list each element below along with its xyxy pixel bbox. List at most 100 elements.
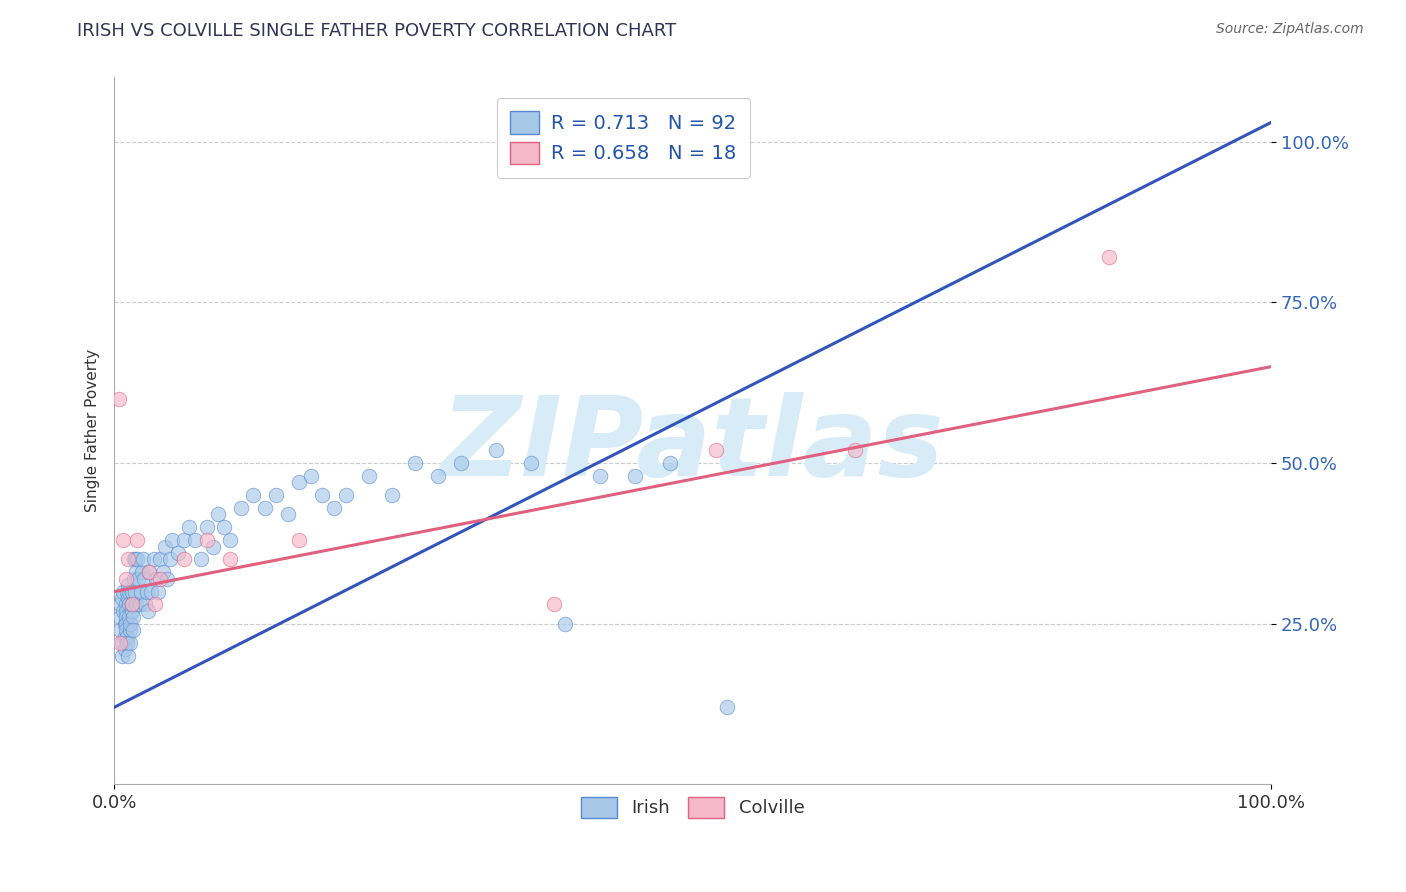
Point (218, 552, 240, 566)
Point (112, 584, 135, 599)
Point (118, 584, 141, 599)
Point (311, 488, 333, 502)
Point (134, 572, 156, 586)
Point (179, 520, 201, 534)
Point (120, 616, 142, 631)
Point (152, 566, 174, 580)
Point (146, 584, 169, 599)
Point (121, 598, 143, 612)
Point (114, 572, 136, 586)
Legend: Irish, Colville: Irish, Colville (574, 789, 811, 825)
Point (288, 475, 311, 490)
Point (218, 533, 240, 548)
Point (138, 566, 160, 580)
Point (121, 623, 143, 637)
Point (121, 584, 143, 599)
Point (108, 610, 131, 624)
Point (149, 572, 172, 586)
Point (121, 598, 143, 612)
Text: IRISH VS COLVILLE SINGLE FATHER POVERTY CORRELATION CHART: IRISH VS COLVILLE SINGLE FATHER POVERTY … (77, 22, 676, 40)
Point (589, 469, 612, 483)
Point (129, 584, 152, 599)
Point (117, 578, 139, 592)
Point (166, 546, 188, 560)
Point (127, 552, 149, 566)
Point (844, 443, 866, 458)
Point (121, 610, 143, 624)
Point (118, 610, 141, 624)
Point (159, 552, 181, 566)
Point (153, 540, 176, 554)
Point (704, 443, 727, 458)
Point (554, 616, 576, 631)
Point (108, 598, 131, 612)
Point (134, 598, 156, 612)
Point (111, 591, 134, 605)
Point (149, 552, 172, 566)
Point (111, 636, 134, 650)
Point (114, 623, 136, 637)
Text: Source: ZipAtlas.com: Source: ZipAtlas.com (1216, 22, 1364, 37)
Point (427, 469, 450, 483)
Point (288, 533, 311, 548)
Point (117, 648, 139, 663)
Point (114, 616, 136, 631)
Point (122, 552, 145, 566)
Point (108, 636, 131, 650)
Point (242, 488, 264, 502)
Point (156, 572, 179, 586)
Point (658, 456, 681, 470)
Point (184, 533, 207, 548)
Point (404, 456, 426, 470)
Point (120, 623, 142, 637)
Point (190, 552, 212, 566)
Text: ZIPatlas: ZIPatlas (440, 392, 945, 499)
Point (277, 508, 299, 522)
Point (136, 604, 159, 618)
Point (323, 501, 346, 516)
Point (124, 584, 146, 599)
Point (132, 552, 155, 566)
Point (207, 508, 229, 522)
Point (543, 598, 565, 612)
Point (212, 520, 235, 534)
Point (195, 533, 218, 548)
Point (253, 501, 276, 516)
Point (125, 566, 148, 580)
Point (125, 598, 148, 612)
Point (141, 584, 163, 599)
Point (195, 520, 218, 534)
Y-axis label: Single Father Poverty: Single Father Poverty (86, 350, 100, 513)
Point (115, 630, 138, 644)
Point (135, 584, 157, 599)
Point (114, 598, 136, 612)
Point (112, 604, 135, 618)
Point (112, 533, 135, 548)
Point (114, 642, 136, 657)
Point (115, 636, 138, 650)
Point (519, 456, 541, 470)
Point (485, 443, 508, 458)
Point (299, 469, 322, 483)
Point (127, 533, 149, 548)
Point (173, 533, 195, 548)
Point (120, 636, 142, 650)
Point (231, 501, 253, 516)
Point (623, 469, 645, 483)
Point (173, 552, 195, 566)
Point (335, 488, 357, 502)
Point (111, 648, 134, 663)
Point (128, 598, 150, 612)
Point (108, 623, 131, 637)
Point (118, 598, 141, 612)
Point (1098, 251, 1121, 265)
Point (138, 566, 160, 580)
Point (357, 469, 380, 483)
Point (114, 616, 136, 631)
Point (114, 610, 136, 624)
Point (145, 572, 167, 586)
Point (122, 572, 145, 586)
Point (131, 566, 153, 580)
Point (264, 488, 287, 502)
Point (114, 630, 136, 644)
